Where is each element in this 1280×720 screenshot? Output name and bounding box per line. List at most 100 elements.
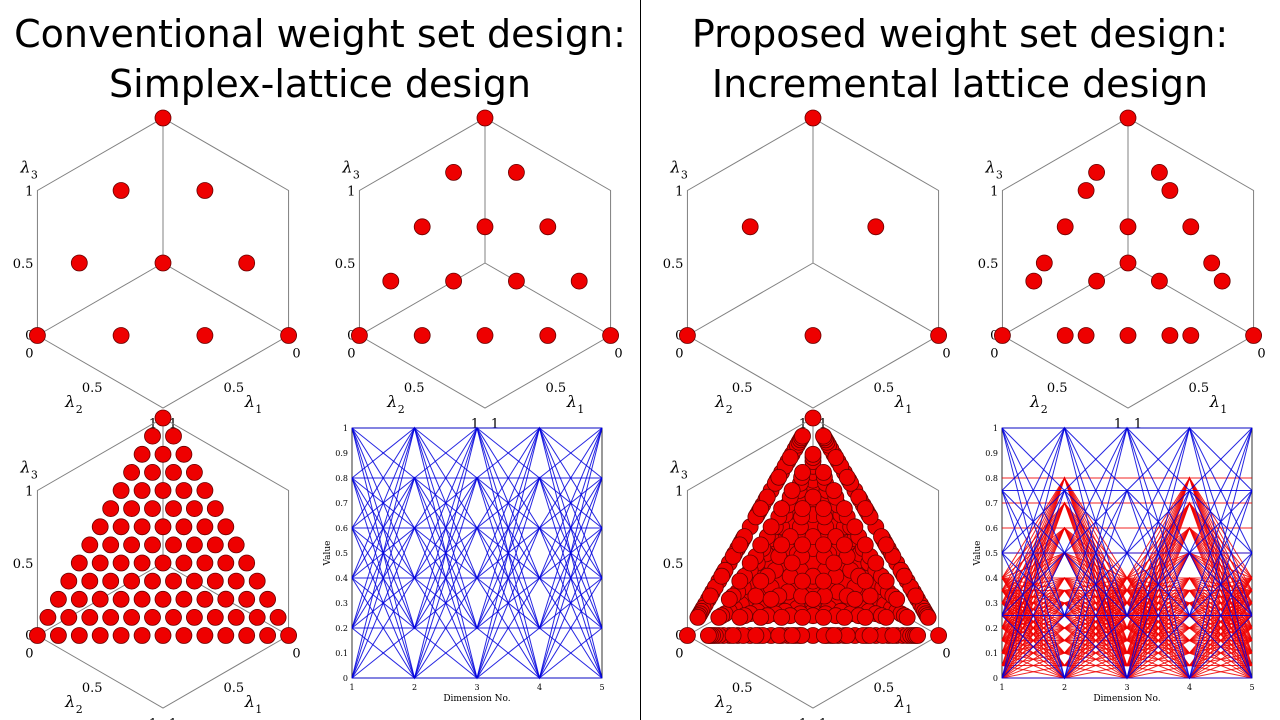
data-point-68 [165,609,182,626]
data-point-233 [747,587,765,605]
tick-lambda1-0: 0 [942,647,950,662]
xtick-1: 1 [349,683,354,692]
data-point-315 [815,572,832,590]
tick-lambda2-0.5: 0.5 [404,381,425,396]
data-point-18 [112,518,130,536]
data-point-6 [112,327,130,344]
data-point-5 [508,163,525,181]
tick-lambda1-0: 0 [1257,347,1265,362]
data-point-1 [679,627,696,644]
data-point-3 [382,272,400,290]
data-point-17 [1088,272,1105,290]
series-blue-line-24 [1001,427,1253,492]
data-point-330 [877,609,895,626]
data-point-294 [710,609,728,626]
data-point-26 [165,463,182,481]
data-point-14 [602,327,619,344]
y-axis-label: Value [323,540,333,566]
data-point-271 [895,567,913,585]
data-point-15 [144,463,161,481]
data-point-280 [794,427,811,445]
data-point-226 [827,449,845,466]
data-point-87 [238,627,256,644]
tick-lambda1-0.5: 0.5 [873,681,894,696]
ytick-0.4: 0.4 [985,574,998,583]
data-point-81 [248,572,266,590]
data-point-293 [720,590,738,608]
ytick-0.7: 0.7 [335,499,348,508]
data-point-313 [836,536,853,554]
data-point-32 [102,572,120,590]
label-lambda3-glyph: λ [19,458,30,477]
data-point-29 [133,518,151,536]
data-point-1 [445,163,463,181]
xtick-4: 4 [537,683,542,692]
data-point-289 [762,518,780,536]
data-point-88 [269,609,287,626]
data-point-298 [773,536,790,554]
data-point-290 [752,536,770,554]
data-point-213 [701,587,719,605]
data-point-2 [930,327,947,344]
axis-box [1001,117,1255,409]
series-blue-line-12 [1001,426,1253,618]
data-point-78 [217,590,235,608]
data-point-286 [794,463,811,481]
data-point-60 [154,590,172,608]
data-point-25 [175,445,193,463]
data-point-40 [144,536,161,554]
data-point-53 [123,609,141,626]
data-point-19 [1151,272,1168,290]
data-point-9 [1119,254,1137,272]
tick-lambda2-1: 1 [471,417,479,432]
label-lambda3-subscript: 3 [996,169,1003,182]
label-lambda1-glyph: λ [1209,392,1220,411]
ytick-0.8: 0.8 [335,474,348,483]
axis-lambda1 [1127,262,1254,336]
data-point-3 [741,218,759,236]
data-point-322 [867,554,885,572]
data-point-316 [804,590,822,608]
ytick-0.3: 0.3 [985,599,998,608]
data-point-326 [825,627,843,644]
data-point-63 [217,518,235,536]
data-point-268 [861,587,879,605]
data-point-4 [867,218,885,236]
data-point-333 [909,627,926,644]
data-point-317 [794,609,811,626]
tick-lambda2-0.5: 0.5 [1047,381,1068,396]
ytick-0.2: 0.2 [335,624,348,633]
data-point-61 [144,609,161,626]
data-point-37 [175,482,193,499]
data-point-62 [133,627,151,644]
data-point-18 [1056,327,1074,344]
data-point-69 [154,627,172,644]
ytick-0.5: 0.5 [985,549,998,558]
tick-lambda2-1: 1 [799,417,807,432]
data-point-10 [50,590,67,608]
data-point-318 [783,627,801,644]
plot-frame [351,427,603,679]
data-point-295 [700,627,717,644]
data-point-52 [133,590,151,608]
data-point-0 [804,109,822,127]
label-lambda2-glyph: λ [1029,392,1040,411]
data-point-72 [206,572,224,590]
data-point-277 [884,627,902,644]
data-point-76 [238,554,256,572]
data-point-328 [856,609,874,626]
label-lambda2-glyph: λ [64,392,75,411]
tick-lambda1-1: 1 [169,417,177,432]
data-point-207 [770,468,788,486]
data-point-8 [70,554,88,572]
data-point-57 [185,536,203,554]
series-blue-line-35 [351,427,603,479]
ytick-0: 0 [343,674,348,683]
